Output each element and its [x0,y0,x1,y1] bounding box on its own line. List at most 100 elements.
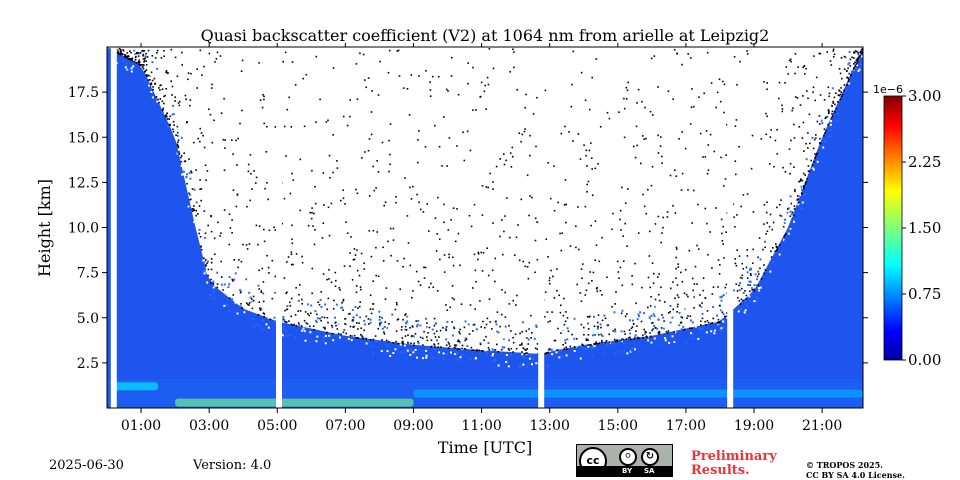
noise-pixel [264,187,266,190]
noise-pixel [298,293,300,296]
cc-license-badge[interactable]: cc ⚪ ↻ BY SA [576,444,673,477]
noise-pixel [176,131,179,134]
noise-pixel [375,246,377,249]
noise-pixel [241,59,244,62]
noise-pixel [661,314,663,316]
noise-pixel [710,82,713,84]
noise-pixel [781,110,784,113]
noise-pixel [553,297,556,299]
noise-pixel [232,189,235,191]
noise-pixel [799,104,802,106]
noise-pixel [388,139,390,142]
noise-pixel [750,287,753,290]
noise-pixel [370,133,373,136]
noise-pixel [647,339,650,342]
noise-pixel [389,355,392,357]
noise-pixel [274,275,277,278]
noise-pixel [129,68,132,71]
noise-pixel [268,272,270,274]
noise-pixel [680,328,683,331]
noise-pixel [392,352,395,354]
noise-pixel [384,201,387,203]
noise-pixel [340,333,342,335]
noise-pixel [461,344,464,347]
noise-pixel [203,260,206,263]
noise-pixel [601,321,604,324]
noise-pixel [420,208,422,211]
noise-pixel [766,201,768,204]
noise-pixel [384,298,387,300]
noise-pixel [599,126,602,128]
noise-pixel [177,146,180,149]
noise-pixel [468,214,471,217]
noise-pixel [203,210,206,212]
noise-pixel [595,342,598,344]
noise-pixel [518,365,521,368]
noise-pixel [681,131,683,133]
noise-pixel [425,356,428,359]
noise-pixel [247,288,250,290]
noise-pixel [213,283,216,286]
noise-pixel [169,95,172,98]
noise-pixel [322,222,325,224]
noise-pixel [573,350,576,352]
noise-pixel [218,288,221,290]
noise-pixel [282,60,284,63]
noise-pixel [422,344,424,346]
noise-pixel [789,162,792,165]
noise-pixel [431,356,434,359]
preliminary-notice: Preliminary Results. [691,450,777,478]
noise-pixel [348,311,350,314]
noise-pixel [840,91,843,94]
noise-pixel [726,312,728,314]
noise-pixel [741,262,744,265]
noise-pixel [725,283,728,286]
noise-pixel [643,205,646,208]
noise-pixel [722,320,725,323]
noise-pixel [357,328,359,330]
noise-pixel [193,141,195,144]
noise-pixel [416,356,418,359]
noise-pixel [196,68,198,70]
noise-pixel [633,338,636,340]
noise-pixel [720,296,723,299]
noise-pixel [258,269,260,272]
noise-pixel [327,297,330,300]
noise-pixel [647,276,650,279]
noise-pixel [825,129,827,132]
noise-pixel [301,255,303,258]
noise-pixel [803,65,806,67]
noise-pixel [681,316,684,319]
noise-pixel [856,64,858,67]
noise-pixel [652,114,654,116]
noise-pixel [524,352,527,355]
noise-pixel [622,342,624,345]
noise-pixel [721,232,723,235]
noise-pixel [352,259,355,261]
noise-pixel [526,266,529,268]
noise-pixel [378,322,381,325]
noise-pixel [407,317,410,319]
noise-pixel [558,320,560,323]
noise-pixel [707,169,710,171]
noise-pixel [345,332,347,335]
noise-pixel [563,297,565,300]
noise-pixel [349,252,351,254]
noise-pixel [556,349,558,352]
noise-pixel [666,216,669,218]
noise-pixel [365,342,368,345]
noise-pixel [535,326,538,328]
noise-pixel [197,137,199,140]
noise-pixel [342,321,345,324]
noise-pixel [163,95,165,98]
noise-pixel [586,165,588,167]
noise-pixel [685,293,688,296]
noise-pixel [228,243,231,246]
noise-pixel [682,308,685,310]
noise-pixel [183,152,185,154]
noise-pixel [263,313,266,315]
noise-pixel [315,55,318,58]
noise-pixel [257,324,260,327]
noise-pixel [396,319,399,321]
noise-pixel [368,323,370,325]
